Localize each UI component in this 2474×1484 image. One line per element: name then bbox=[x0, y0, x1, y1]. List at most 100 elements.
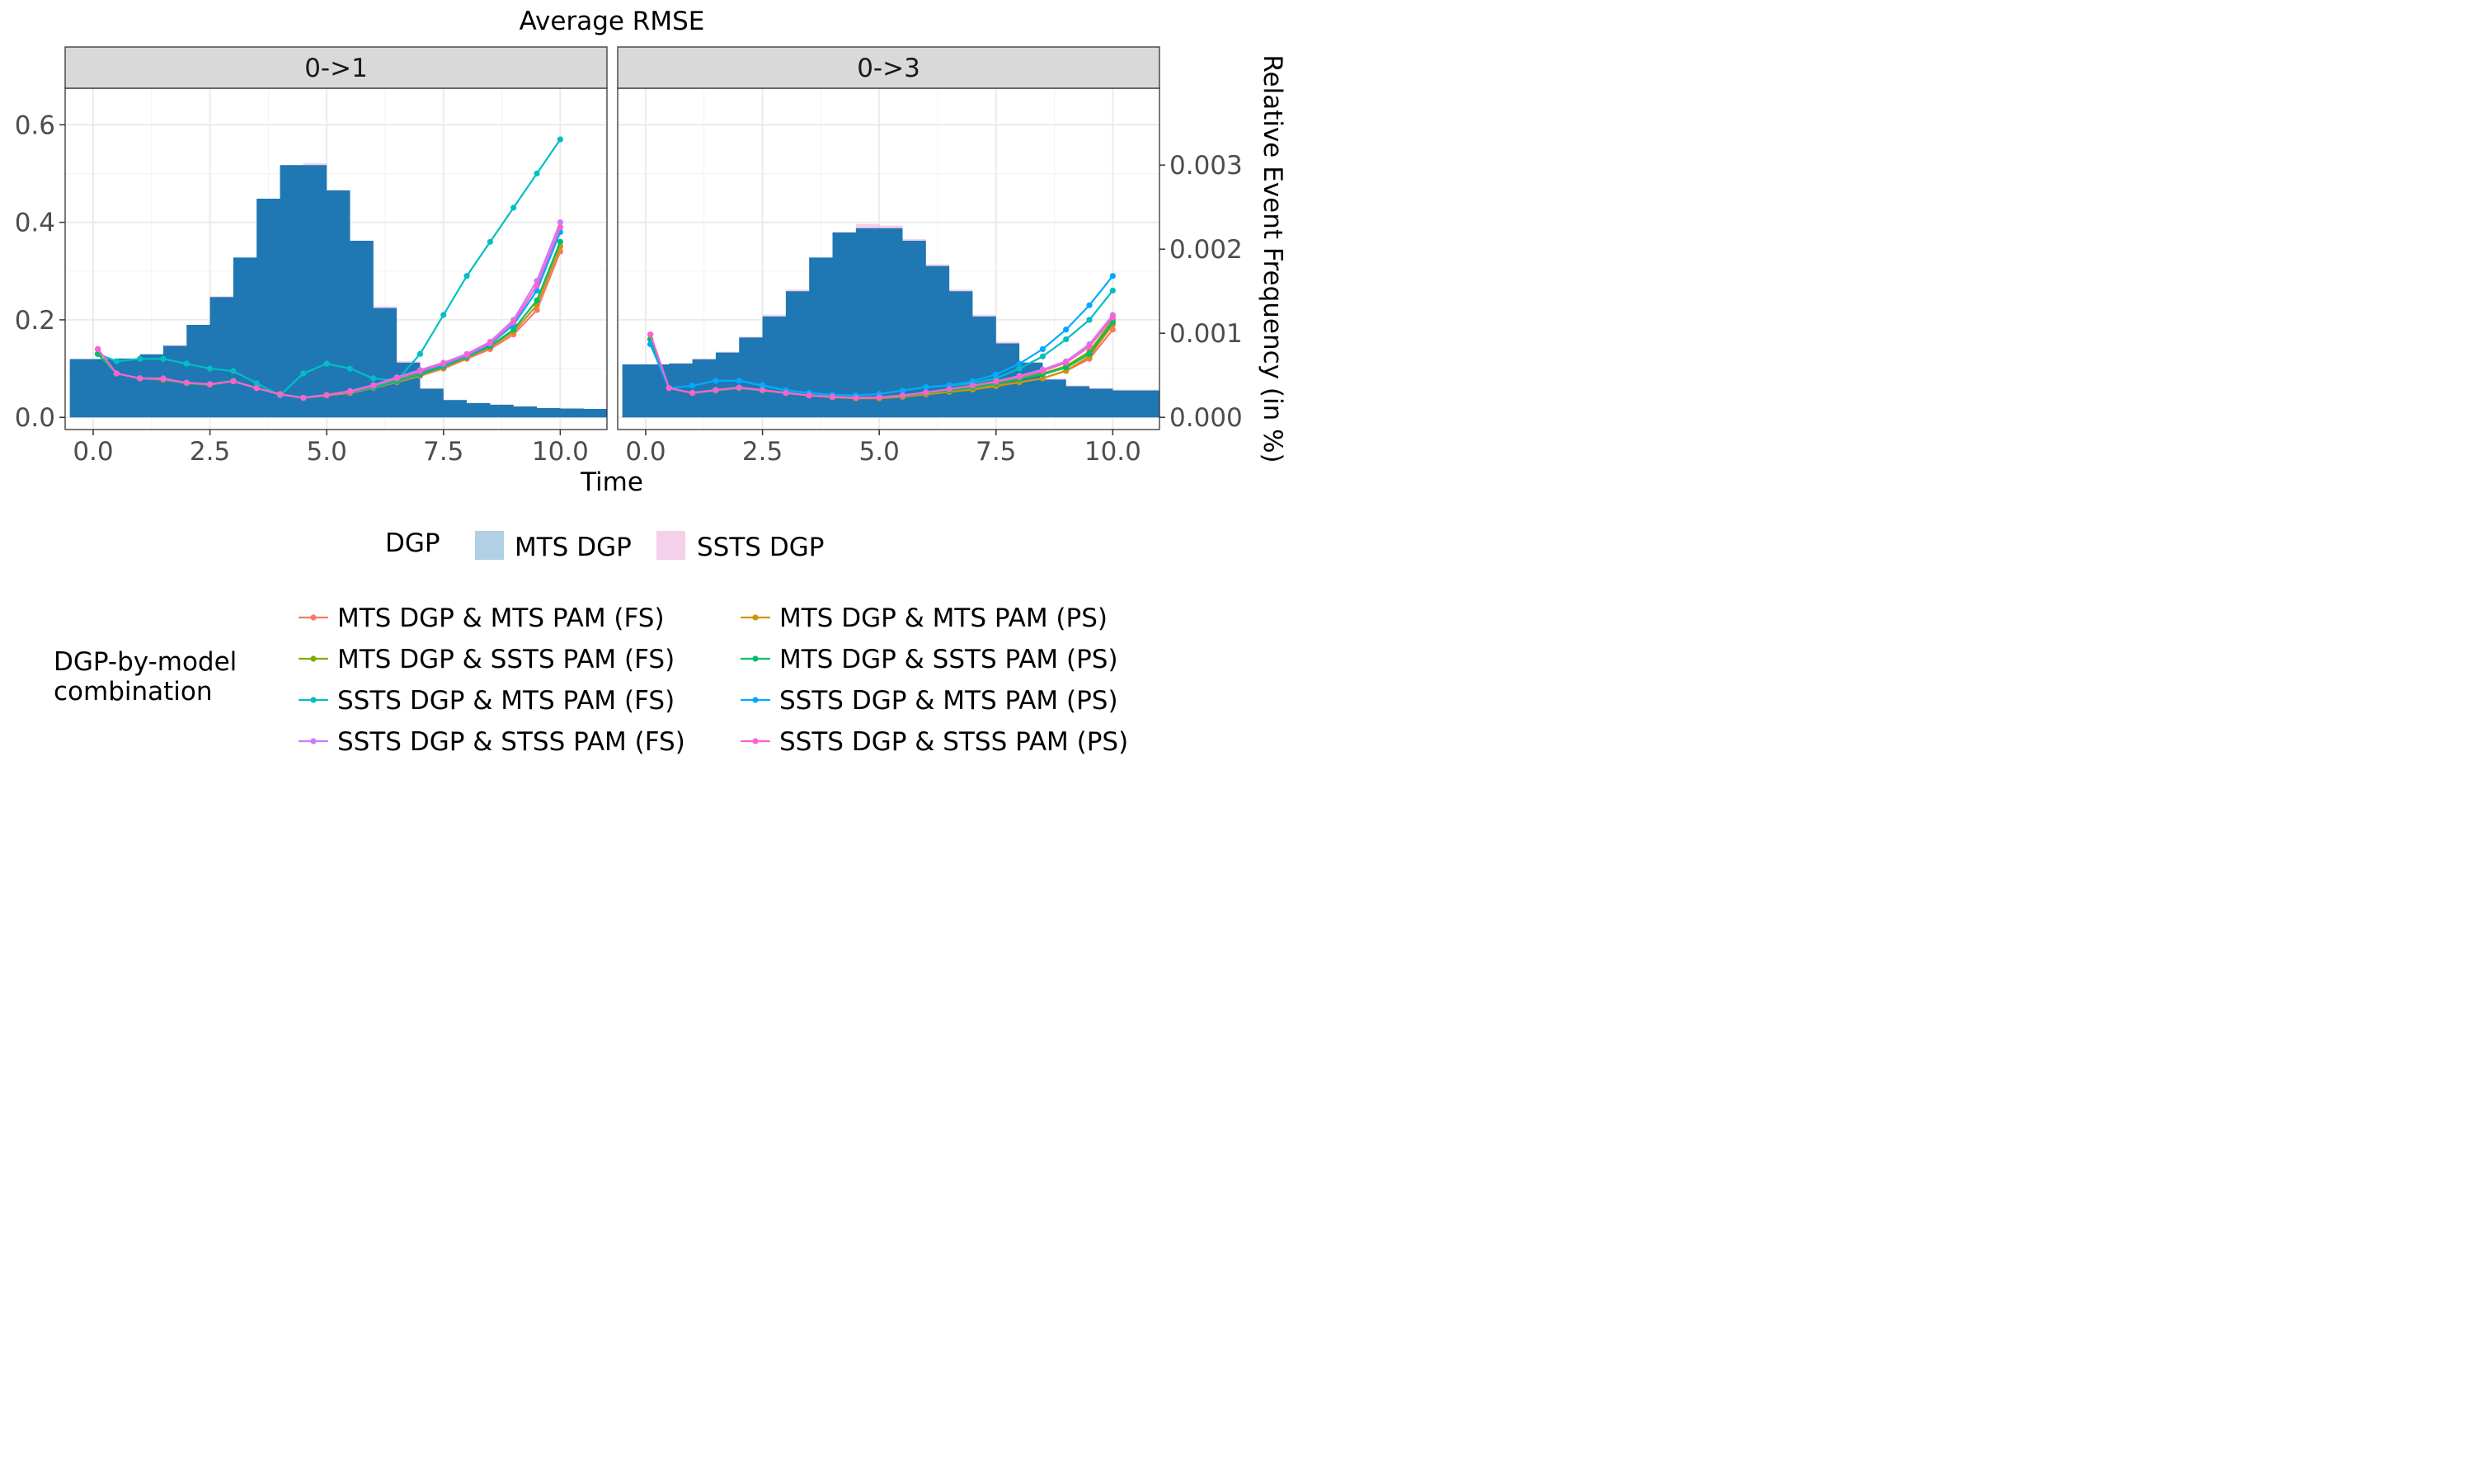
series-point bbox=[923, 389, 929, 396]
series-point bbox=[300, 370, 307, 377]
series-point bbox=[1086, 302, 1093, 308]
series-point bbox=[463, 351, 470, 359]
series-point bbox=[1109, 314, 1116, 321]
series-point bbox=[759, 387, 766, 393]
series-point bbox=[534, 282, 540, 289]
x-tick-label: 0.0 bbox=[73, 437, 113, 467]
series-point bbox=[206, 365, 214, 372]
facet-panel: 0->3 0.0 2.5 5.0 7.5 10.0 bbox=[617, 46, 1160, 467]
legend-swatch bbox=[475, 531, 504, 560]
series-line bbox=[647, 273, 1116, 399]
series-point bbox=[160, 375, 167, 383]
legend-key-point bbox=[310, 655, 317, 662]
series-point bbox=[1109, 273, 1116, 279]
series-point bbox=[783, 390, 789, 397]
facet-panel: 0->1 0.0 2.5 5.0 7.5 10.0 bbox=[64, 46, 608, 467]
legend-title: DGP-by-model bbox=[54, 647, 237, 677]
series-point bbox=[346, 365, 354, 372]
series-point bbox=[1063, 336, 1070, 343]
right-y-axis: 0.000 0.001 0.002 0.003 bbox=[1159, 151, 1243, 433]
series-point bbox=[899, 387, 906, 394]
legend-key-point bbox=[752, 738, 759, 744]
series-point bbox=[416, 350, 424, 357]
series-point bbox=[534, 170, 540, 177]
legend-key-point bbox=[752, 614, 759, 621]
series-point bbox=[1109, 287, 1116, 294]
legend-key-point bbox=[752, 655, 759, 662]
series-point bbox=[946, 386, 952, 392]
series-point bbox=[346, 388, 354, 395]
left-y-axis: 0.0 0.2 0.4 0.6 bbox=[15, 110, 65, 433]
series-point bbox=[993, 378, 999, 385]
series-point bbox=[689, 390, 696, 397]
legend-label: MTS DGP & MTS PAM (FS) bbox=[337, 603, 665, 633]
y-tick-label: 0.2 bbox=[15, 306, 55, 336]
series-point bbox=[1016, 373, 1023, 380]
series-point bbox=[487, 238, 494, 245]
facet-strip bbox=[64, 46, 608, 89]
series-point bbox=[557, 136, 563, 143]
x-axis-title: Time bbox=[580, 467, 643, 497]
legend-label: SSTS DGP & MTS PAM (PS) bbox=[779, 686, 1118, 716]
series-point bbox=[1086, 350, 1093, 357]
y-right-tick-label: 0.000 bbox=[1169, 403, 1243, 433]
legend-swatch bbox=[656, 531, 685, 560]
series-point bbox=[969, 383, 976, 389]
series-point bbox=[183, 360, 190, 367]
legend-key-point bbox=[310, 738, 317, 744]
facet-strip-label: 0->3 bbox=[857, 54, 920, 83]
y-tick-label: 0.4 bbox=[15, 209, 55, 238]
series-point bbox=[557, 238, 563, 245]
x-tick-label: 7.5 bbox=[423, 437, 463, 467]
series-point bbox=[510, 326, 517, 333]
x-tick-label: 5.0 bbox=[307, 437, 347, 467]
legend-label: MTS DGP & SSTS PAM (PS) bbox=[779, 645, 1118, 674]
legend-key-point bbox=[752, 697, 759, 703]
y-tick-label: 0.6 bbox=[15, 110, 55, 140]
series-point bbox=[759, 382, 766, 388]
legend-title: DGP bbox=[385, 528, 440, 558]
series-point bbox=[113, 358, 120, 364]
series-point bbox=[230, 378, 237, 385]
series-point bbox=[253, 380, 260, 387]
series-point bbox=[666, 385, 672, 392]
series-point bbox=[557, 223, 563, 231]
x-tick-label: 0.0 bbox=[625, 437, 666, 467]
x-tick-label: 10.0 bbox=[1084, 437, 1141, 467]
series-point bbox=[440, 312, 447, 318]
legend-label: MTS DGP & MTS PAM (PS) bbox=[779, 603, 1108, 633]
series-point bbox=[713, 378, 719, 384]
series-point bbox=[647, 331, 654, 338]
series-point bbox=[323, 360, 330, 367]
series-point bbox=[137, 355, 143, 362]
series-point bbox=[923, 383, 929, 391]
series-point bbox=[95, 345, 101, 353]
legend-key-point bbox=[310, 614, 317, 621]
series-point bbox=[1063, 359, 1070, 366]
right-y-axis-title: Relative Event Frequency (in %) bbox=[1258, 54, 1287, 463]
legend-label: SSTS DGP & STSS PAM (PS) bbox=[779, 727, 1128, 757]
series-point bbox=[969, 378, 976, 385]
series-point bbox=[736, 378, 742, 384]
series-point bbox=[393, 375, 400, 382]
series-point bbox=[1063, 364, 1070, 371]
series-point bbox=[370, 383, 377, 389]
series-point bbox=[993, 371, 999, 378]
series-point bbox=[1086, 343, 1093, 350]
mts-dgp-histogram bbox=[69, 165, 607, 418]
x-tick-label: 10.0 bbox=[532, 437, 589, 467]
series-point bbox=[416, 368, 424, 374]
series-point bbox=[647, 340, 654, 348]
mts-dgp-histogram bbox=[622, 228, 1159, 418]
series-point bbox=[183, 379, 190, 386]
x-tick-label: 7.5 bbox=[976, 437, 1016, 467]
legend-label: SSTS DGP bbox=[697, 533, 824, 562]
series-point bbox=[323, 392, 330, 398]
facet-strip bbox=[617, 46, 1160, 89]
legend-label: SSTS DGP & MTS PAM (FS) bbox=[337, 686, 675, 716]
series-point bbox=[899, 392, 906, 399]
series-point bbox=[300, 394, 307, 402]
chart-canvas: Average RMSE 0->1 0.0 2.5 5.0 7.5 10.0 0->3 0.0… bbox=[15, 7, 1287, 757]
series-point bbox=[206, 381, 214, 387]
